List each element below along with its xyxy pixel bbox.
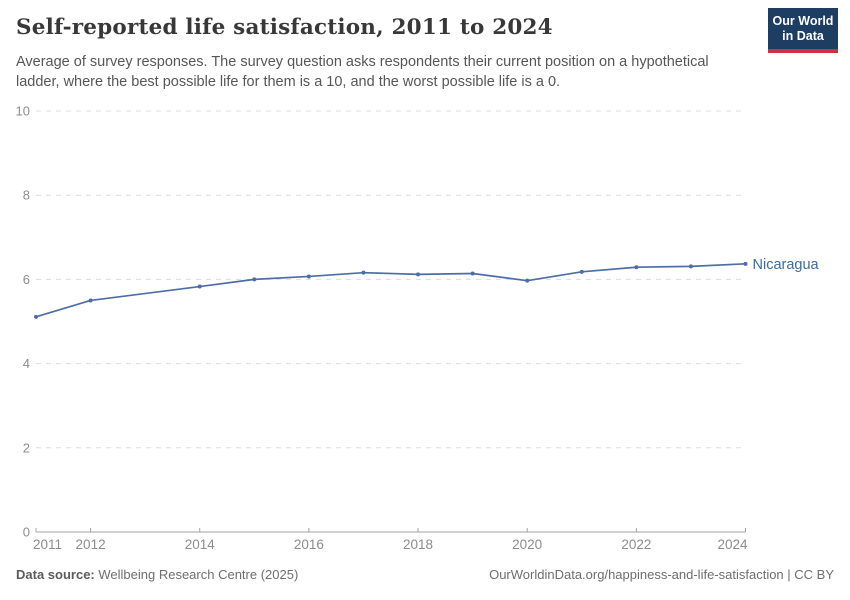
attribution-link[interactable]: OurWorldinData.org/happiness-and-life-sa… bbox=[489, 567, 834, 582]
data-point bbox=[416, 272, 421, 277]
data-point bbox=[743, 261, 748, 266]
series-line bbox=[35, 262, 746, 318]
data-point bbox=[361, 270, 366, 275]
data-point bbox=[470, 271, 475, 276]
data-point bbox=[525, 278, 530, 283]
y-axis-tick-label: 8 bbox=[23, 188, 30, 203]
data-point bbox=[88, 298, 93, 303]
data-point bbox=[306, 274, 311, 279]
x-axis-tick-label: 2014 bbox=[185, 537, 216, 552]
series-end-label: Nicaragua bbox=[753, 257, 820, 273]
data-point bbox=[634, 265, 639, 270]
data-point bbox=[579, 269, 584, 274]
chart-canvas: 0 2 4 6 8 10 2011 2012 2014 2016 2018 2020 2022 2024 N… bbox=[16, 104, 820, 553]
owid-logo[interactable]: Our World in Data bbox=[768, 8, 838, 53]
owid-logo-line1: Our World bbox=[772, 14, 834, 28]
data-point bbox=[197, 284, 202, 289]
x-axis-tick-label: 2012 bbox=[76, 537, 106, 552]
x-axis-tick-label: 2020 bbox=[512, 537, 542, 552]
owid-logo-line2: in Data bbox=[782, 28, 824, 43]
data-point bbox=[688, 264, 693, 269]
x-axis-tick-label: 2022 bbox=[621, 537, 651, 552]
data-point bbox=[252, 277, 257, 282]
data-point bbox=[34, 314, 38, 319]
data-source-value: Wellbeing Research Centre (2025) bbox=[94, 567, 299, 582]
y-axis-tick-label: 2 bbox=[23, 440, 30, 455]
chart-subtitle: Average of survey responses. The survey … bbox=[16, 54, 709, 90]
line-chart: 0 2 4 6 8 10 2011 2012 2014 2016 2018 2020 2022 2024 N… bbox=[0, 100, 850, 560]
x-axis-tick-label: 2018 bbox=[403, 537, 433, 552]
y-axis-tick-label: 6 bbox=[23, 272, 30, 287]
y-axis-tick-label: 4 bbox=[23, 356, 30, 371]
x-axis-tick-label: 2011 bbox=[33, 537, 62, 552]
page-title: Self-reported life satisfaction, 2011 to… bbox=[16, 15, 553, 40]
x-axis-tick-label: 2024 bbox=[717, 537, 748, 552]
chart-footer: Data source: Wellbeing Research Centre (… bbox=[16, 567, 834, 582]
data-source: Data source: Wellbeing Research Centre (… bbox=[16, 567, 298, 582]
data-source-label: Data source: bbox=[16, 567, 95, 582]
y-axis-tick-label: 0 bbox=[23, 525, 30, 540]
x-axis-tick-label: 2016 bbox=[294, 537, 324, 552]
y-axis-tick-label: 10 bbox=[16, 104, 30, 119]
